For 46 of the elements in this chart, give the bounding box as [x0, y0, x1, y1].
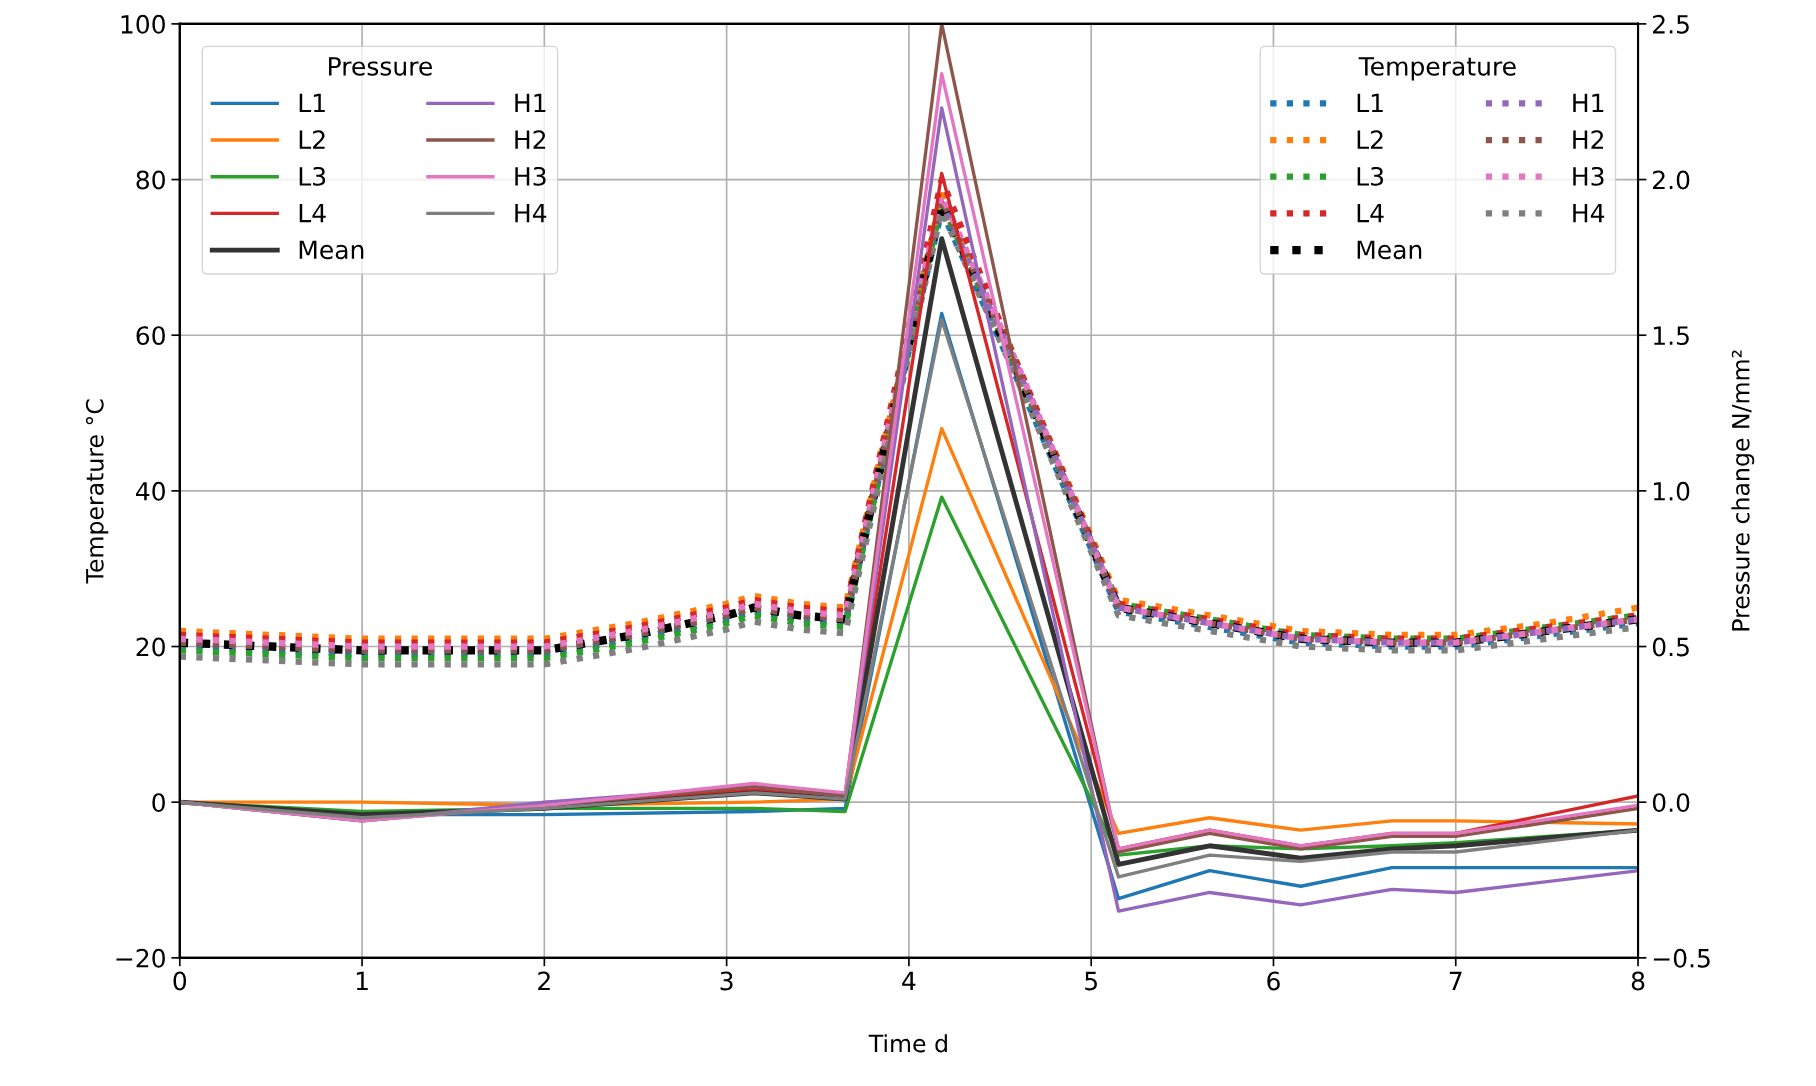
x-tick-label: 0 [173, 971, 187, 991]
legend-label: H1 [1573, 93, 1604, 113]
legend-label: H3 [1573, 166, 1604, 186]
y-tick-label: −20 [116, 948, 165, 968]
x-tick-label: 8 [1631, 971, 1645, 991]
legend-label: H4 [515, 203, 547, 223]
legend-label: L1 [1357, 93, 1383, 113]
y-tick-label: 20 [136, 637, 165, 657]
text: Temperature [1358, 57, 1516, 81]
y2-tick-label: 1.0 [1653, 481, 1690, 501]
legend-label: L2 [1357, 130, 1383, 149]
legend-label: H4 [1573, 203, 1605, 223]
legend-label: L2 [299, 130, 325, 149]
legend-label: L4 [299, 203, 326, 223]
y-tick-label: 0 [152, 793, 165, 813]
y2-tick-label: 1.5 [1653, 326, 1689, 346]
x-tick-label: 1 [356, 971, 368, 991]
y-tick-label: 60 [136, 326, 165, 346]
legend-label: H3 [515, 166, 546, 186]
x-tick-label: 5 [1085, 971, 1097, 991]
y-tick-label: 80 [136, 170, 165, 190]
legend-label: Mean [1357, 240, 1422, 260]
y2-tick-label: 2.0 [1653, 170, 1690, 190]
x-tick-label: 3 [720, 971, 733, 991]
x-tick-label: 6 [1267, 971, 1280, 991]
y2-tick-label: 0.5 [1652, 637, 1689, 657]
y2-tick-label: −0.5 [1653, 948, 1710, 968]
legend-label: L1 [299, 93, 325, 113]
x-tick-label: 2 [538, 971, 550, 991]
y2-tick-label: 2.5 [1653, 14, 1689, 34]
y-tick-label: 40 [136, 481, 165, 501]
legend-label: H2 [1573, 130, 1604, 149]
legend-label: L4 [1357, 203, 1384, 223]
legend-label: H1 [515, 93, 546, 113]
y-tick-label: 100 [121, 14, 165, 34]
legend-label: H2 [515, 130, 546, 149]
legend-label: L3 [1357, 166, 1384, 186]
x-tick-label: 4 [902, 971, 916, 991]
legend-label: L3 [299, 166, 326, 186]
text: Pressure [329, 57, 432, 76]
x-axis-title: Time d [868, 1034, 947, 1053]
x-tick-label: 7 [1449, 971, 1462, 991]
y-axis-title: Temperature °C [85, 399, 109, 584]
y2-tick-label: 0.0 [1652, 793, 1690, 813]
legend-label: Mean [299, 240, 364, 260]
y2-axis-title: Pressure change N/mm² [1731, 350, 1755, 631]
